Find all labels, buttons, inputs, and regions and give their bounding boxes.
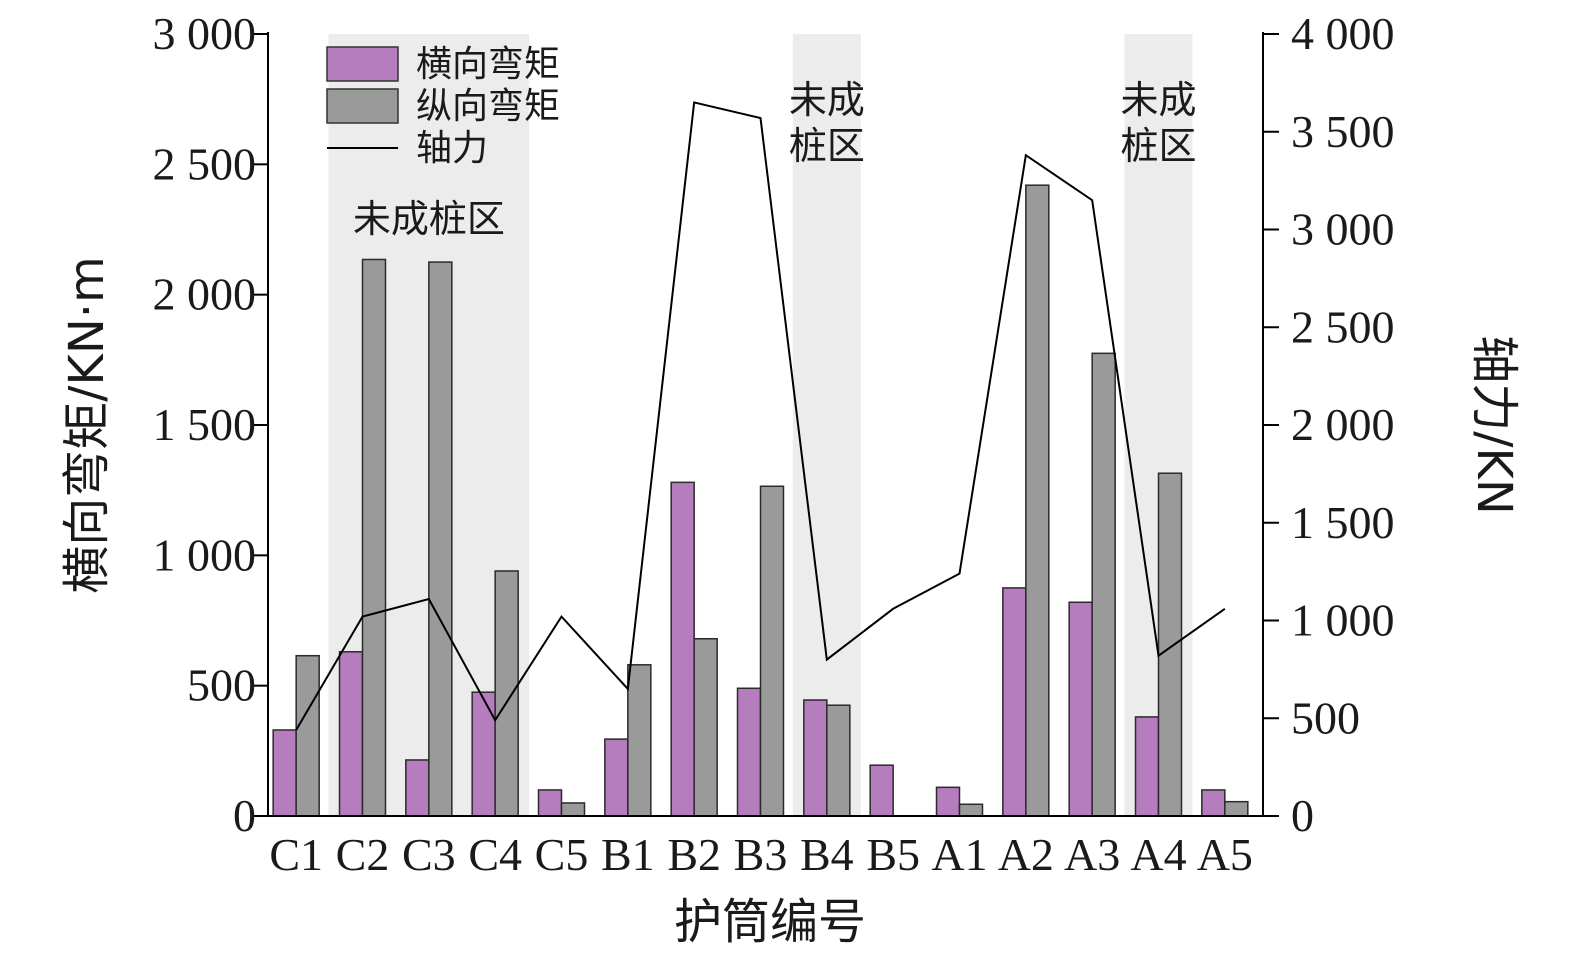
x-tick-label: C1	[269, 829, 323, 880]
bar-longitudinal-C5	[560, 802, 586, 817]
bar-transverse-C3	[405, 759, 430, 817]
bar-transverse-C2	[338, 651, 364, 817]
region-label-1-1: 桩区	[789, 124, 865, 168]
y-tick-label: 0	[233, 790, 256, 841]
x-tick-label: A1	[931, 829, 987, 880]
bar-longitudinal-A5	[1224, 800, 1249, 817]
bar-transverse-B1	[604, 738, 629, 817]
x-tick-label: C3	[402, 829, 456, 880]
legend: 横向弯矩 纵向弯矩 轴力	[326, 44, 560, 169]
x-tick-label: C5	[535, 829, 589, 880]
y2-tick-label: 500	[1291, 692, 1360, 743]
legend-label-longitudinal: 纵向弯矩	[416, 86, 560, 127]
x-tick-label: C4	[468, 829, 522, 880]
y-tick-label: 500	[187, 660, 256, 711]
y-tick-label: 1 500	[153, 399, 257, 450]
x-tick-label: B3	[734, 829, 788, 880]
y-axis-title: 横向弯矩/KN·m	[59, 256, 115, 594]
bar-transverse-B2	[670, 481, 695, 817]
x-tick-label: A5	[1197, 829, 1253, 880]
region-label-1-0: 未成	[789, 78, 865, 122]
bar-longitudinal-B2	[693, 637, 718, 817]
legend-swatch-longitudinal	[326, 88, 399, 124]
y2-tick-label: 3 500	[1291, 106, 1395, 157]
y2-tick-label: 2 500	[1291, 301, 1395, 352]
region-label-0-0: 未成桩区	[353, 197, 505, 241]
bar-transverse-A5	[1201, 789, 1226, 817]
bar-transverse-C5	[537, 789, 563, 817]
y2-tick-label: 2 000	[1291, 399, 1395, 450]
shaded-region-1	[792, 34, 861, 816]
region-label-2-1: 桩区	[1120, 124, 1196, 168]
bar-transverse-A1	[935, 786, 961, 817]
y2-tick-label: 0	[1291, 790, 1314, 841]
x-axis-title: 护筒编号	[674, 894, 866, 950]
bar-transverse-A3	[1068, 601, 1093, 817]
axial-force-polyline	[295, 101, 1226, 731]
bar-longitudinal-C3	[428, 261, 453, 817]
legend-label-axial: 轴力	[416, 128, 488, 169]
x-tick-label: A2	[998, 829, 1054, 880]
bar-longitudinal-A1	[958, 803, 984, 817]
bar-longitudinal-A3	[1091, 352, 1116, 817]
bar-transverse-B3	[736, 687, 762, 817]
x-tick-label: B5	[866, 829, 920, 880]
y2-tick-label: 3 000	[1291, 204, 1395, 255]
y-tick-label: 2 000	[153, 269, 257, 320]
bar-transverse-B5	[869, 764, 894, 817]
tick-labels: 0 500 1 000 1 500 2 000 2 500 3 000 0 500 1 000 1 …	[153, 8, 1395, 880]
bar-longitudinal-B3	[759, 485, 785, 817]
x-tick-label: A3	[1064, 829, 1120, 880]
bar-longitudinal-C1	[295, 654, 320, 817]
legend-label-transverse: 横向弯矩	[416, 44, 560, 85]
y-tick-label: 2 500	[153, 138, 257, 189]
bar-transverse-B4	[803, 699, 828, 817]
bar-longitudinal-A2	[1025, 184, 1050, 817]
bar-transverse-A4	[1134, 716, 1160, 817]
x-tick-label: B4	[800, 829, 854, 880]
bar-longitudinal-B4	[826, 704, 851, 817]
y2-tick-label: 1 500	[1291, 497, 1395, 548]
bar-transverse-C1	[272, 729, 297, 817]
axial-force-line	[295, 101, 1226, 731]
x-tick-label: C2	[336, 829, 390, 880]
x-tick-label: B2	[667, 829, 721, 880]
x-tick-label: B1	[601, 829, 655, 880]
y2-tick-label: 4 000	[1291, 8, 1395, 59]
bar-longitudinal-A4	[1157, 472, 1183, 817]
bar-transverse-A2	[1002, 587, 1027, 817]
bar-transverse-C4	[471, 691, 496, 817]
region-label-2-0: 未成	[1120, 78, 1196, 122]
y2-tick-label: 1 000	[1291, 595, 1395, 646]
bars	[272, 184, 1249, 817]
bar-longitudinal-B1	[627, 664, 652, 817]
bar-longitudinal-C2	[361, 258, 387, 817]
bar-longitudinal-C4	[494, 570, 519, 817]
x-tick-label: A4	[1130, 829, 1186, 880]
y-tick-label: 3 000	[153, 8, 257, 59]
y2-axis-title: 轴力/KN	[1466, 335, 1522, 515]
y-tick-label: 1 000	[153, 529, 257, 580]
legend-swatch-transverse	[326, 46, 399, 82]
